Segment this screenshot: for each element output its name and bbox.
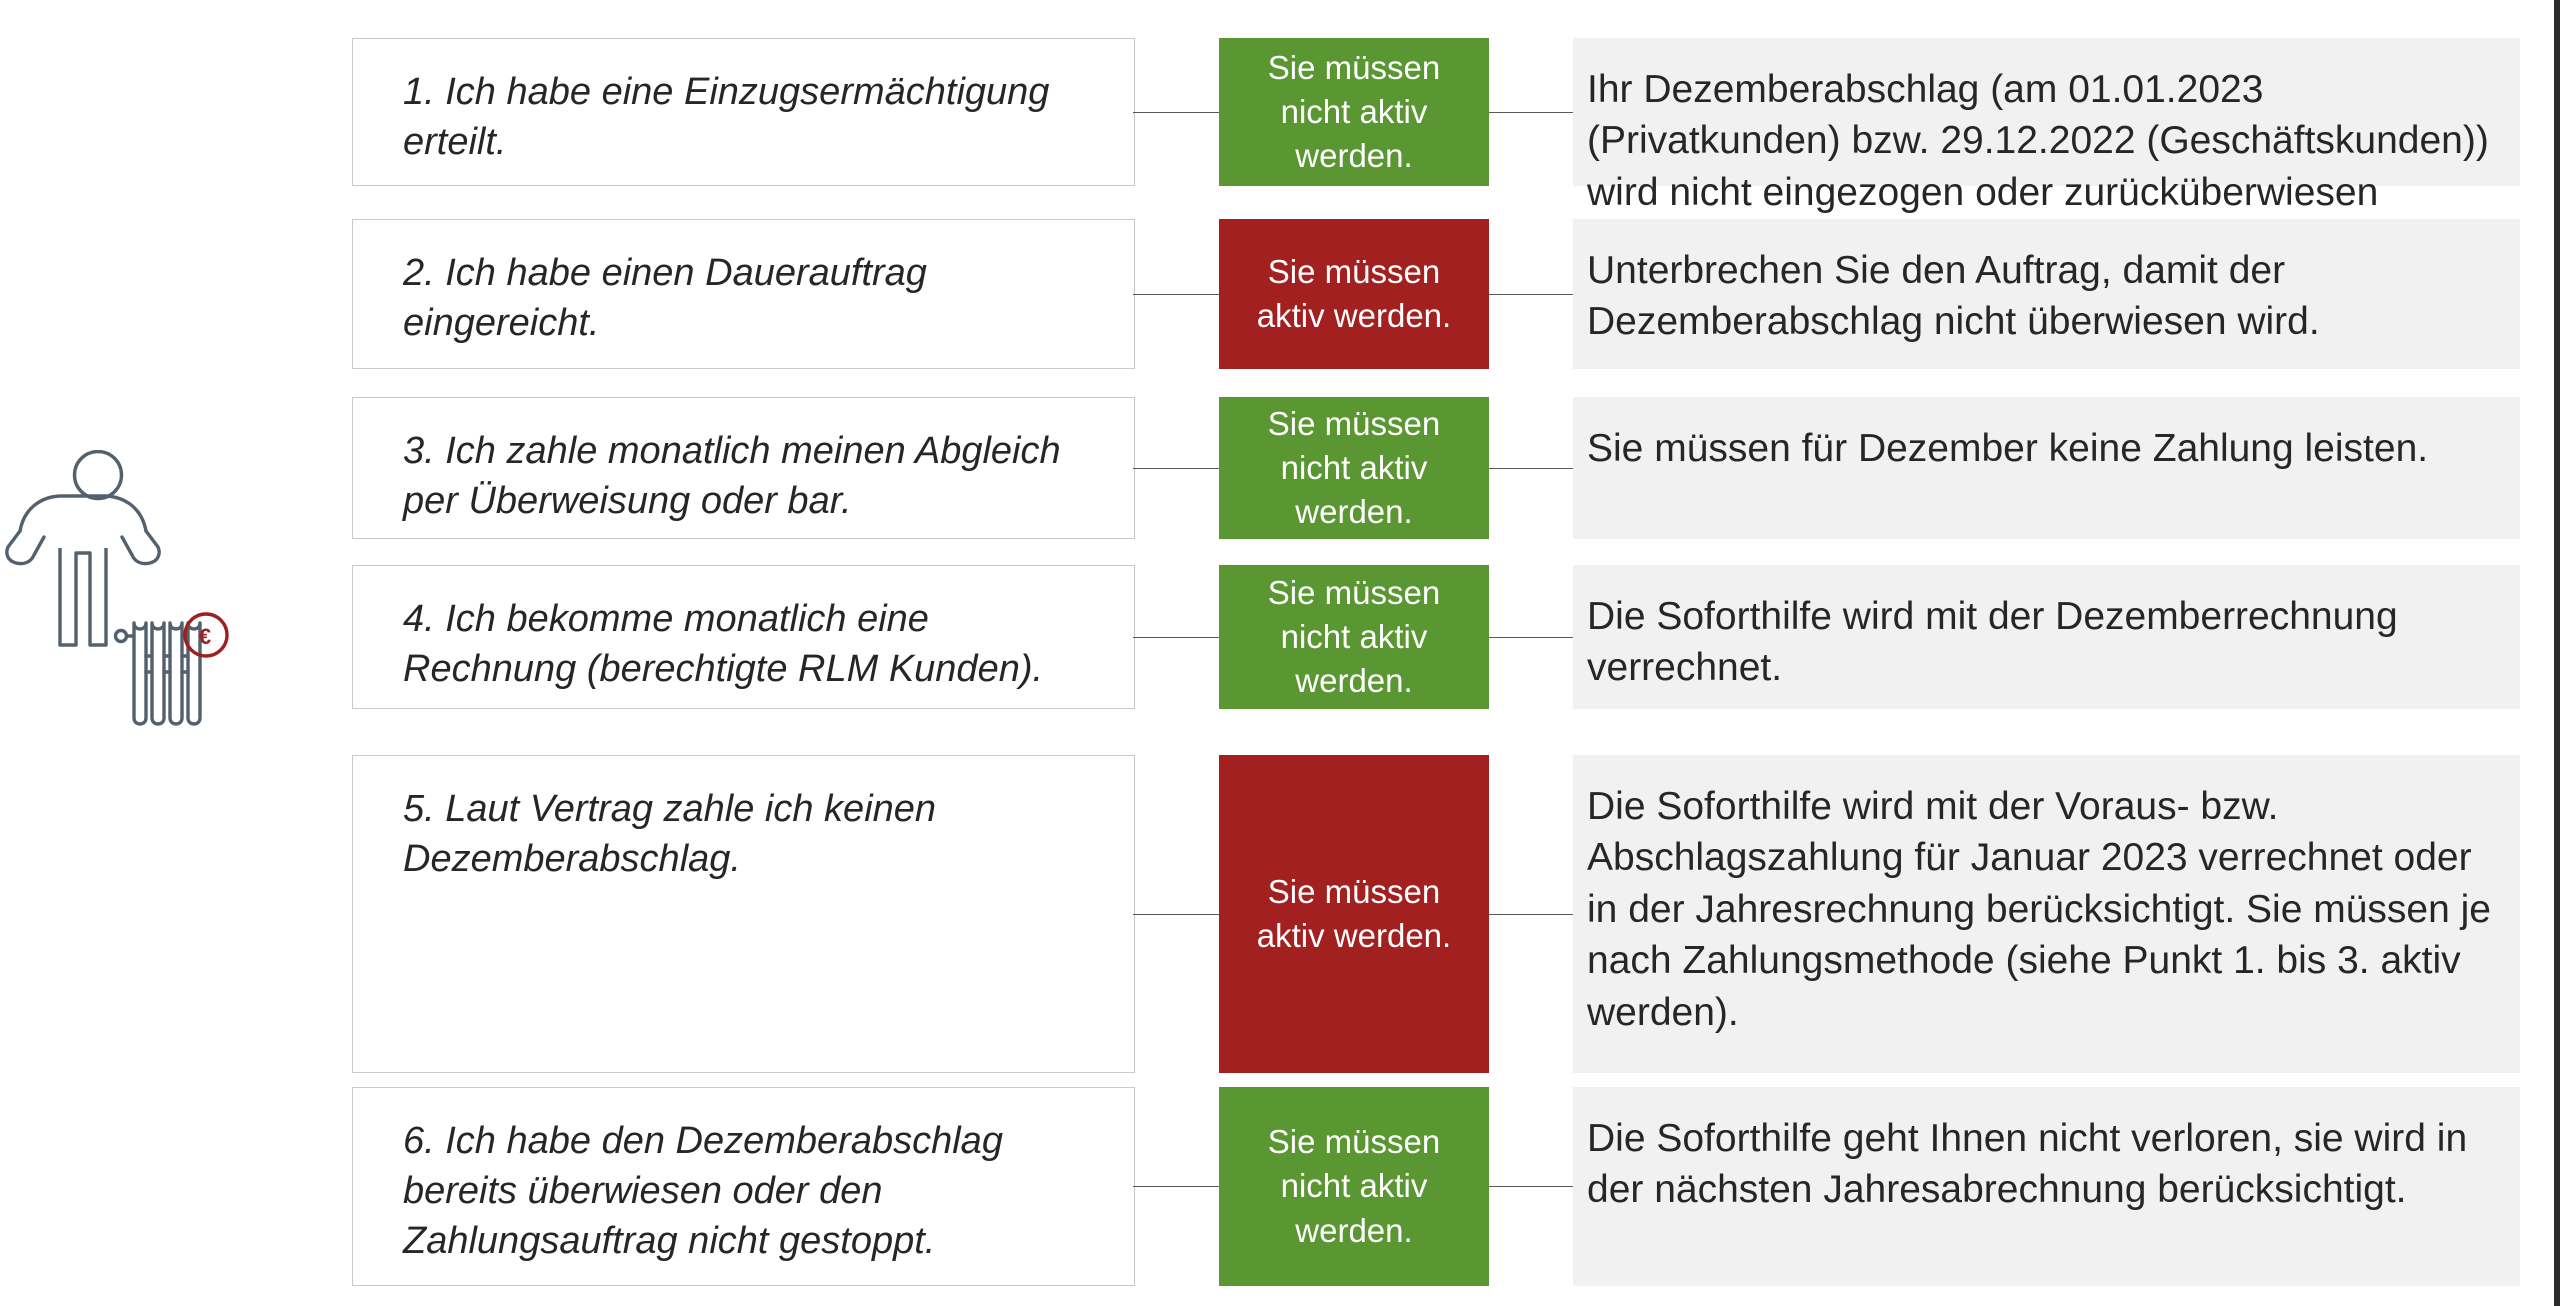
svg-text:€: € (199, 624, 211, 649)
